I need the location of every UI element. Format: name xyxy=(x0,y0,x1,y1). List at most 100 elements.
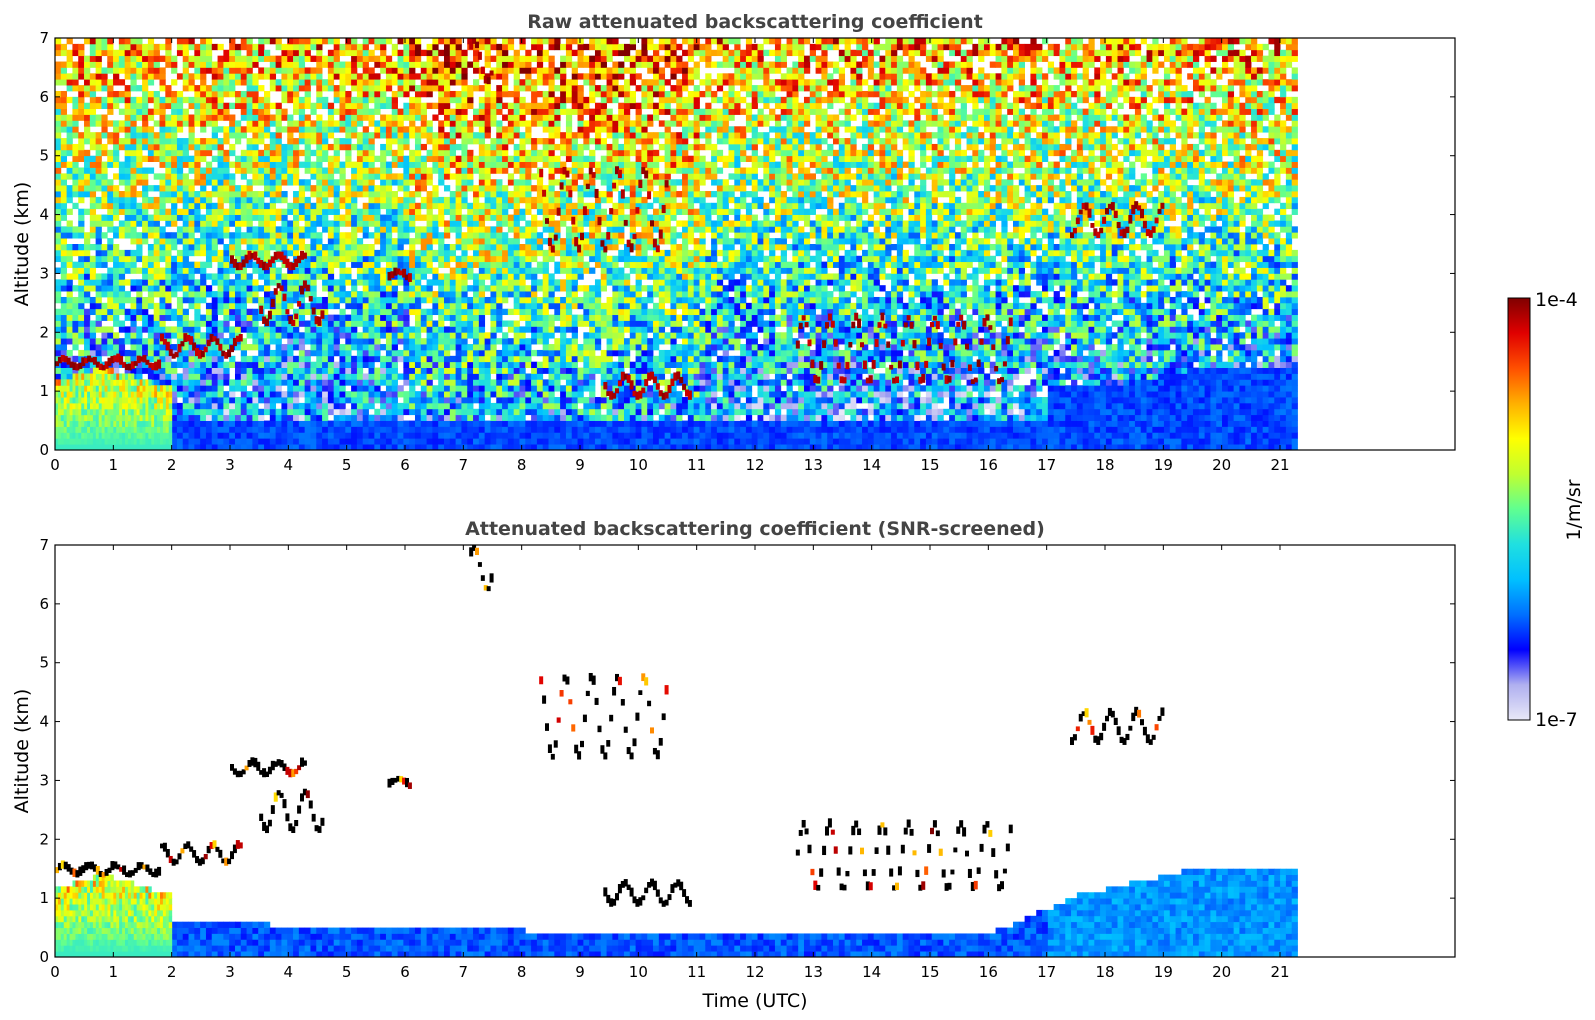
heatmap-cell xyxy=(461,202,468,210)
heatmap-cell xyxy=(513,326,520,333)
heatmap-cell xyxy=(414,85,422,92)
heatmap-cell xyxy=(409,379,416,386)
heatmap-cell xyxy=(438,261,445,268)
heatmap-cell xyxy=(118,291,126,298)
heatmap-cell xyxy=(414,338,422,345)
heatmap-cell xyxy=(130,73,137,80)
heatmap-cell xyxy=(264,326,271,333)
heatmap-cell xyxy=(136,302,143,310)
heatmap-cell xyxy=(246,114,253,121)
heatmap-cell xyxy=(293,402,300,410)
heatmap-cell xyxy=(356,349,364,357)
heatmap-cell xyxy=(95,67,102,74)
heatmap-cell xyxy=(519,38,526,45)
heatmap-cell xyxy=(409,114,416,121)
heatmap-cell xyxy=(293,244,300,251)
heatmap-cell xyxy=(333,320,340,327)
heatmap-cell xyxy=(438,238,445,245)
heatmap-cell xyxy=(385,126,393,133)
heatmap-cell xyxy=(368,267,375,274)
heatmap-cell xyxy=(205,102,213,110)
heatmap-cell xyxy=(473,238,480,245)
heatmap-cell xyxy=(252,61,259,68)
heatmap-cell xyxy=(322,373,329,380)
heatmap-cell xyxy=(264,126,271,133)
heatmap-cell xyxy=(165,143,172,151)
heatmap-cell xyxy=(455,255,462,263)
heatmap-cell xyxy=(304,126,311,133)
heatmap-cell xyxy=(310,296,317,304)
heatmap-cell xyxy=(55,126,62,133)
heatmap-cell xyxy=(188,191,195,198)
heatmap-cell xyxy=(60,361,68,368)
heatmap-cell xyxy=(176,226,184,233)
heatmap-cell xyxy=(304,379,311,386)
heatmap-cell xyxy=(391,361,398,368)
heatmap-cell xyxy=(409,73,416,80)
heatmap-cell xyxy=(484,261,491,268)
heatmap-cell xyxy=(124,208,131,215)
heatmap-cell xyxy=(426,379,433,386)
heatmap-cell xyxy=(502,161,509,168)
heatmap-cell xyxy=(438,302,445,310)
heatmap-cell xyxy=(362,255,369,263)
heatmap-cell xyxy=(339,273,346,280)
heatmap-cell xyxy=(374,367,381,374)
heatmap-cell xyxy=(333,397,340,404)
heatmap-cell xyxy=(229,38,236,45)
heatmap-cell xyxy=(438,296,445,304)
heatmap-cell xyxy=(327,285,335,292)
heatmap-cell xyxy=(397,232,404,239)
heatmap-cell xyxy=(246,402,253,410)
heatmap-cell xyxy=(304,232,311,239)
heatmap-cell xyxy=(368,361,375,368)
heatmap-cell xyxy=(426,438,433,445)
panel-raw-title: Raw attenuated backscattering coefficien… xyxy=(527,11,983,33)
heatmap-cell xyxy=(298,85,306,92)
heatmap-cell xyxy=(78,173,85,180)
heatmap-cell xyxy=(124,267,131,274)
heatmap-cell xyxy=(165,214,172,221)
heatmap-cell xyxy=(55,79,62,86)
heatmap-cell xyxy=(339,414,346,421)
heatmap-cell xyxy=(333,143,340,151)
heatmap-cell xyxy=(287,132,294,139)
heatmap-cell xyxy=(351,332,358,339)
heatmap-cell xyxy=(322,226,329,233)
heatmap-cell xyxy=(275,232,282,239)
heatmap-cell xyxy=(380,173,387,180)
heatmap-cell xyxy=(72,155,79,162)
heatmap-cell xyxy=(217,226,224,233)
heatmap-cell xyxy=(89,85,97,92)
heatmap-cell xyxy=(426,326,433,333)
heatmap-cell xyxy=(345,361,352,368)
heatmap-cell xyxy=(339,373,346,380)
heatmap-cell xyxy=(339,291,346,298)
heatmap-cell xyxy=(374,391,381,398)
heatmap-cell xyxy=(455,79,462,86)
heatmap-cell xyxy=(211,344,218,351)
heatmap-cell xyxy=(293,320,300,327)
heatmap-cell xyxy=(293,291,300,298)
heatmap-cell xyxy=(519,314,526,321)
heatmap-cell xyxy=(507,173,515,180)
heatmap-cell xyxy=(136,285,143,292)
heatmap-cell xyxy=(449,191,457,198)
heatmap-cell xyxy=(258,414,265,421)
heatmap-cell xyxy=(455,267,462,274)
heatmap-cell xyxy=(188,267,195,274)
heatmap-cell xyxy=(513,85,520,92)
heatmap-cell xyxy=(205,55,213,62)
heatmap-cell xyxy=(473,202,480,210)
heatmap-cell xyxy=(438,373,445,380)
heatmap-cell xyxy=(55,267,62,274)
heatmap-cell xyxy=(362,220,369,227)
heatmap-cell xyxy=(275,43,282,51)
heatmap-cell xyxy=(484,167,491,174)
heatmap-cell xyxy=(432,214,439,221)
heatmap-cell xyxy=(502,391,509,398)
heatmap-cell xyxy=(461,90,468,98)
heatmap-cell xyxy=(223,432,230,439)
heatmap-cell xyxy=(252,167,259,174)
heatmap-cell xyxy=(142,349,149,357)
